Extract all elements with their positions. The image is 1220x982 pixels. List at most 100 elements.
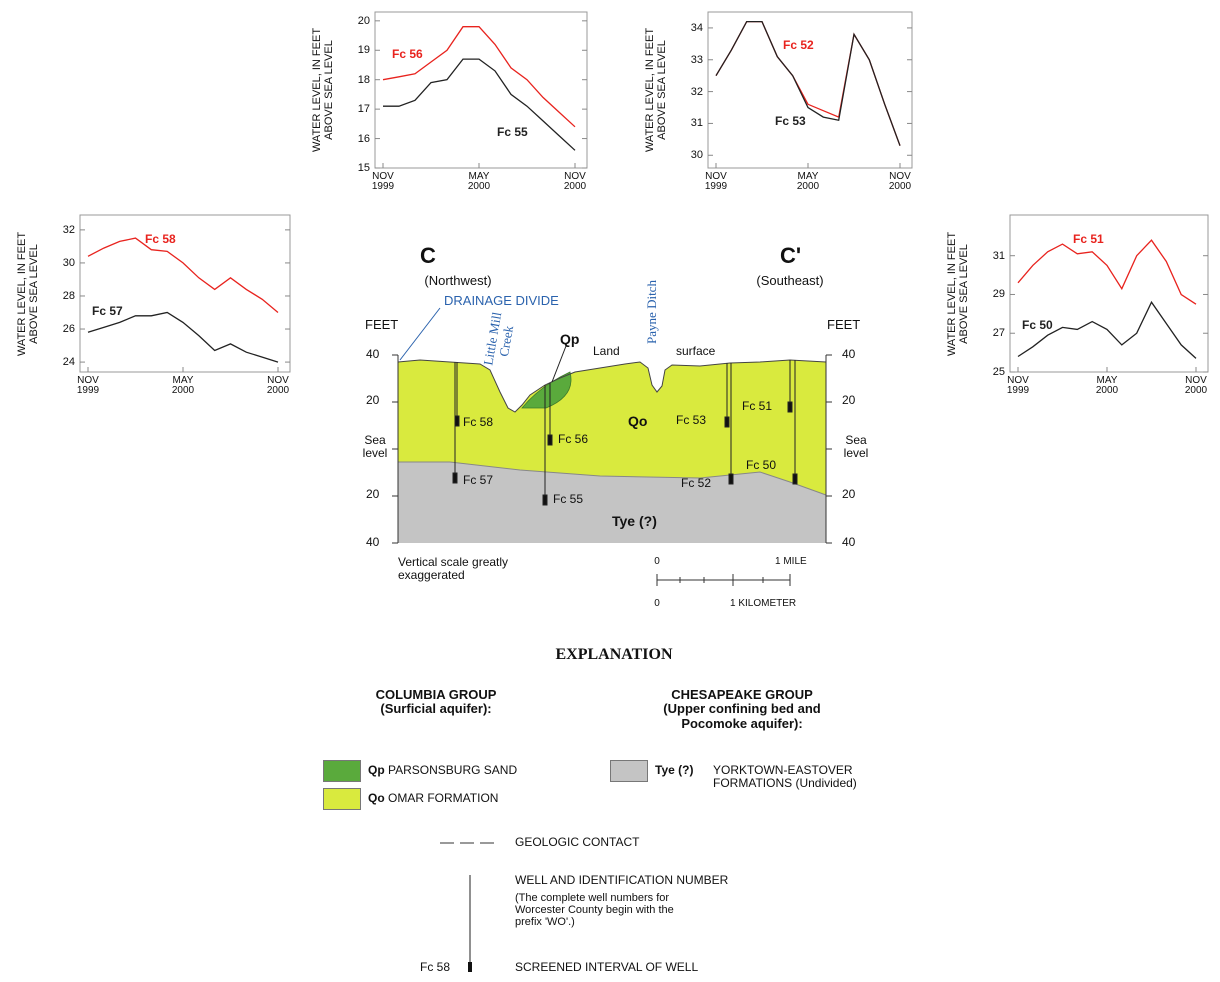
divide-leader [400, 308, 440, 360]
elevation-label: Sea level [363, 434, 388, 460]
series-line [88, 313, 278, 363]
scale-note: Vertical scale greatly exaggerated [398, 556, 508, 582]
elevation-label: 40 [366, 536, 379, 549]
series-line [88, 238, 278, 312]
series-label: Fc 53 [775, 115, 806, 128]
swatch [610, 760, 648, 782]
land-surface-label: surface [676, 345, 715, 358]
y-tick-label: 34 [691, 22, 703, 34]
well-label: Fc 51 [742, 400, 772, 413]
well-label: Fc 56 [558, 433, 588, 446]
x-tick-label: NOV 1999 [705, 172, 727, 192]
y-tick-label: 33 [691, 54, 703, 66]
unit-label: Qo [628, 414, 647, 429]
x-tick-label: NOV 2000 [267, 376, 289, 396]
x-tick-label: NOV 2000 [889, 172, 911, 192]
x-tick-label: MAY 2000 [172, 376, 194, 396]
symbol-example: Fc 58 [420, 961, 450, 974]
scale-label: 1 KILOMETER [730, 598, 796, 609]
series-label: Fc 56 [392, 48, 423, 61]
plot-frame [1010, 215, 1208, 372]
elevation-unit: FEET [365, 318, 398, 332]
elevation-label: 20 [366, 394, 379, 407]
y-tick-label: 17 [358, 103, 370, 115]
y-tick-label: 16 [358, 133, 370, 145]
unit-label: Tye (?) [612, 514, 657, 529]
series-line [383, 27, 575, 127]
section-end: C [420, 244, 436, 268]
series-label: Fc 51 [1073, 233, 1104, 246]
elevation-unit: FEET [827, 318, 860, 332]
direction: (Northwest) [424, 274, 491, 288]
elevation-label: 40 [366, 348, 379, 361]
symbol-label: GEOLOGIC CONTACT [515, 836, 639, 849]
unit-symbol: Qo [368, 792, 385, 805]
y-tick-label: 31 [993, 250, 1005, 262]
unit-label: Qp [560, 332, 579, 347]
drainage-divide: DRAINAGE DIVIDE [444, 294, 559, 308]
y-axis-label: WATER LEVEL, IN FEET ABOVE SEA LEVEL [311, 28, 335, 152]
scale-label: 1 MILE [775, 556, 807, 567]
y-tick-label: 28 [63, 290, 75, 302]
x-tick-label: NOV 2000 [1185, 376, 1207, 396]
y-tick-label: 15 [358, 162, 370, 174]
y-tick-label: 26 [63, 323, 75, 335]
y-axis-label: WATER LEVEL, IN FEET ABOVE SEA LEVEL [946, 231, 970, 355]
elevation-label: 20 [366, 488, 379, 501]
well-label: Fc 53 [676, 414, 706, 427]
unit-name: PARSONSBURG SAND [388, 764, 517, 777]
y-tick-label: 30 [63, 257, 75, 269]
well-label: Fc 55 [553, 493, 583, 506]
plot-frame [80, 215, 290, 372]
x-tick-label: NOV 1999 [77, 376, 99, 396]
x-tick-label: MAY 2000 [468, 172, 490, 192]
swatch [323, 788, 361, 810]
series-label: Fc 55 [497, 126, 528, 139]
well-label: Fc 52 [681, 477, 711, 490]
y-axis-label: WATER LEVEL, IN FEET ABOVE SEA LEVEL [644, 28, 668, 152]
y-tick-label: 19 [358, 44, 370, 56]
x-tick-label: NOV 1999 [372, 172, 394, 192]
elevation-label: 40 [842, 536, 855, 549]
elevation-label: 20 [842, 394, 855, 407]
direction: (Southeast) [756, 274, 823, 288]
series-label: Fc 58 [145, 233, 176, 246]
y-tick-label: 31 [691, 117, 703, 129]
elevation-label: Sea level [844, 434, 869, 460]
screen-symbol [468, 962, 472, 972]
y-tick-label: 32 [691, 86, 703, 98]
symbol-label: SCREENED INTERVAL OF WELL [515, 961, 698, 974]
stream-label: Payne Ditch [645, 280, 659, 344]
page: C (Northwest) C' (Southeast) DRAINAGE DI… [0, 0, 1220, 982]
x-tick-label: MAY 2000 [797, 172, 819, 192]
y-tick-label: 20 [358, 15, 370, 27]
unit-name: YORKTOWN-EASTOVER FORMATIONS (Undivided) [713, 764, 857, 790]
x-tick-label: NOV 1999 [1007, 376, 1029, 396]
series-label: Fc 52 [783, 39, 814, 52]
y-tick-label: 24 [63, 356, 75, 368]
well-label: Fc 58 [463, 416, 493, 429]
symbol-note: (The complete well numbers for Worcester… [515, 892, 674, 928]
series-label: Fc 50 [1022, 319, 1053, 332]
unit-name: OMAR FORMATION [388, 792, 498, 805]
y-axis-label: WATER LEVEL, IN FEET ABOVE SEA LEVEL [16, 231, 40, 355]
y-tick-label: 27 [993, 327, 1005, 339]
x-tick-label: MAY 2000 [1096, 376, 1118, 396]
y-tick-label: 29 [993, 288, 1005, 300]
swatch [323, 760, 361, 782]
symbol-label: WELL AND IDENTIFICATION NUMBER [515, 874, 728, 887]
series-label: Fc 57 [92, 305, 123, 318]
y-tick-label: 25 [993, 366, 1005, 378]
explanation-title: EXPLANATION [555, 646, 672, 664]
plot-frame [375, 12, 587, 168]
group-heading: CHESAPEAKE GROUP (Upper confining bed an… [663, 688, 820, 731]
x-tick-label: NOV 2000 [564, 172, 586, 192]
elevation-label: 20 [842, 488, 855, 501]
scale-bar [657, 574, 790, 586]
land-surface-label: Land [593, 345, 620, 358]
elevation-label: 40 [842, 348, 855, 361]
series-line [383, 59, 575, 150]
section-end: C' [780, 244, 801, 268]
unit-symbol: Qp [368, 764, 385, 777]
well-label: Fc 57 [463, 474, 493, 487]
